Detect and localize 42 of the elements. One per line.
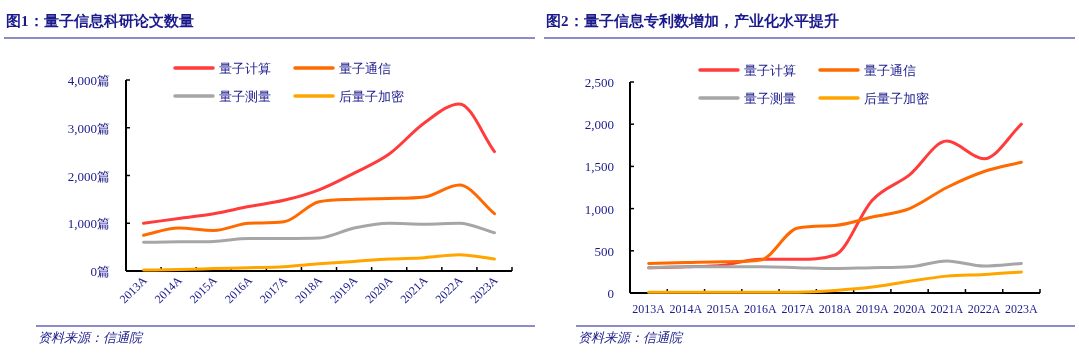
legend-label: 量子测量: [219, 89, 271, 104]
legend-label: 量子通信: [864, 63, 916, 78]
legend-label: 后量子加密: [864, 91, 929, 106]
y-tick-label: 4,000篇: [67, 73, 110, 88]
x-tick-label: 2017A: [781, 302, 815, 316]
text: 资料来源：信通院: [578, 330, 684, 345]
x-tick-label: 2022A: [967, 302, 1001, 316]
y-tick-label: 500: [594, 243, 614, 259]
y-tick-label: 2,500: [584, 75, 614, 90]
legend-item: 量子测量: [698, 91, 796, 106]
legend-label: 量子测量: [744, 91, 796, 106]
text: 资料来源：信通院: [38, 330, 144, 345]
legend-item: 量子计算: [698, 63, 796, 78]
y-tick-label: 0: [607, 286, 614, 301]
legend-label: 量子通信: [339, 61, 391, 76]
y-tick-label: 1,500: [584, 159, 614, 175]
x-tick-label: 2018A: [818, 302, 852, 316]
y-tick-label: 0篇: [90, 264, 110, 279]
x-tick-label: 2019A: [855, 302, 889, 316]
legend-item: 量子测量: [173, 89, 271, 104]
legend-item: 后量子加密: [293, 89, 404, 104]
x-tick-label: 2016A: [744, 302, 778, 316]
legend-item: 量子计算: [173, 61, 271, 76]
legend-label: 后量子加密: [339, 89, 404, 104]
x-tick-label: 2020A: [893, 302, 927, 316]
y-tick-label: 2,000: [584, 117, 614, 133]
legend-item: 量子通信: [818, 63, 916, 78]
y-tick-label: 2,000篇: [67, 168, 110, 184]
y-tick-label: 3,000篇: [67, 120, 110, 136]
x-tick-label: 2013A: [632, 302, 666, 316]
x-tick-label: 2014A: [669, 302, 703, 316]
legend-item: 量子通信: [293, 61, 391, 76]
y-tick-label: 1,000篇: [67, 216, 110, 232]
chart-title: 图2：量子信息专利数增加，产业化水平提升: [546, 13, 839, 29]
legend-label: 量子计算: [744, 63, 796, 78]
x-tick-label: 2021A: [930, 302, 964, 316]
x-tick-label: 2015A: [706, 302, 740, 316]
y-tick-label: 1,000: [584, 201, 614, 217]
legend-item: 后量子加密: [818, 91, 929, 106]
chart-title: 图1：量子信息科研论文数量: [6, 13, 194, 29]
x-tick-label: 2023A: [1005, 302, 1039, 316]
legend-label: 量子计算: [219, 61, 271, 76]
